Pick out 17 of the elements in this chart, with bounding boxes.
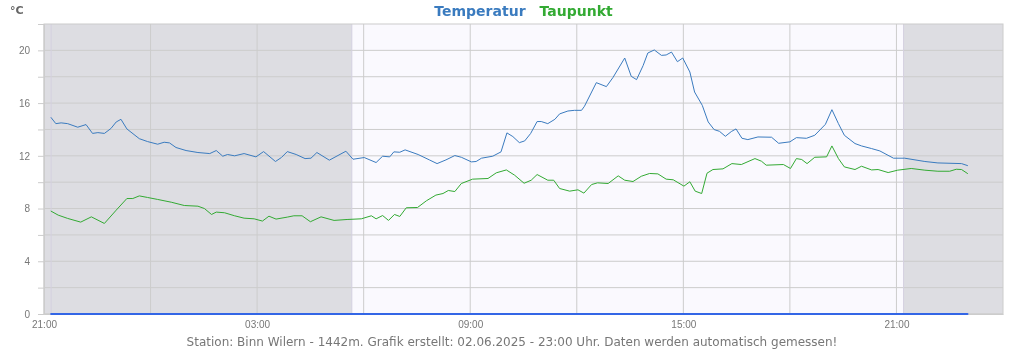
text: Temperatur: [434, 3, 526, 19]
text: Taupunkt: [539, 3, 613, 19]
y-tick-label: 8: [24, 203, 31, 215]
y-tick-label: 20: [18, 45, 31, 57]
y-tick-label: 0: [24, 308, 31, 320]
x-tick-label: 21:00: [884, 319, 910, 331]
line-series: [50, 145, 968, 224]
y-tick-label: 16: [18, 97, 31, 109]
y-axis-title: °C: [10, 4, 24, 17]
text: Station: Binn Wilern - 1442m. Grafik erstellt: 02.06.2025 - 23:00 Uhr. Daten werden automatisch gemessen!: [186, 335, 838, 349]
x-tick-label: 09:00: [458, 319, 484, 331]
x-tick-label: 21:00: [31, 319, 58, 331]
y-tick-label: 12: [18, 150, 31, 162]
x-tick-label: 15:00: [671, 319, 697, 331]
x-tick-label: 03:00: [245, 319, 271, 331]
y-tick-label: 4: [24, 255, 31, 267]
line-series: [50, 49, 968, 167]
